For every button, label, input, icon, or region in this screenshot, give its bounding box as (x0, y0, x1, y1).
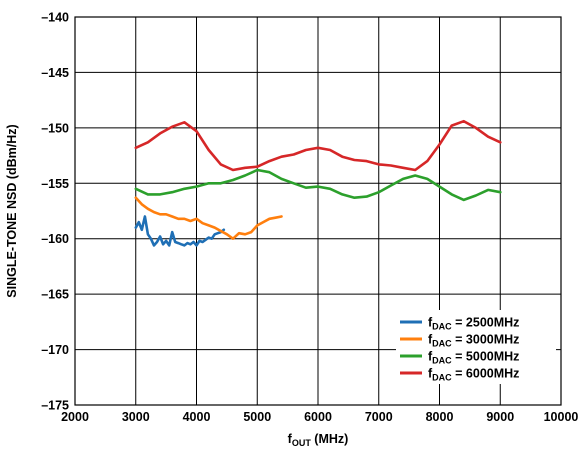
y-tick-label: –140 (41, 11, 69, 25)
y-tick-label: –165 (41, 288, 69, 302)
x-tick-labels: 2000 3000 4000 5000 6000 7000 8000 9000 10000 (61, 410, 578, 424)
x-tick-label: 2000 (61, 410, 89, 424)
y-tick-label: –155 (41, 177, 69, 191)
legend-background (396, 310, 556, 384)
y-tick-label: –150 (41, 121, 69, 135)
legend-label-4: fDAC = 6000MHz (428, 367, 519, 383)
x-axis-label-sub: OUT (292, 438, 312, 448)
series-line-1 (134, 215, 226, 247)
y-tick-label: –145 (41, 66, 69, 80)
y-tick-labels: –140 –145 –150 –155 –160 –165 –170 –175 (41, 11, 69, 413)
plot-frame (74, 16, 562, 406)
legend-label-1: fDAC = 2500MHz (428, 316, 519, 332)
x-axis-label-rest: (MHz) (311, 432, 349, 446)
x-tick-label: 8000 (426, 410, 454, 424)
x-tick-label: 6000 (304, 410, 332, 424)
x-tick-label: 5000 (243, 410, 271, 424)
series-line-3 (134, 168, 502, 202)
legend-label-2: fDAC = 3000MHz (428, 333, 519, 349)
legend-label-3: fDAC = 5000MHz (428, 350, 519, 366)
series-layer (134, 119, 502, 247)
y-tick-label: –160 (41, 232, 69, 246)
x-axis-label: fOUT (MHz) (288, 432, 349, 448)
x-axis-label-main: f (288, 432, 293, 446)
x-tick-label: 9000 (486, 410, 514, 424)
series-line-4 (134, 119, 502, 172)
x-tick-label: 4000 (183, 410, 211, 424)
y-axis-label: SINGLE-TONE NSD (dBm/Hz) (5, 124, 19, 297)
y-tick-label: –175 (41, 399, 69, 413)
x-tick-label: 3000 (122, 410, 150, 424)
series-line-2 (134, 196, 283, 240)
y-tick-label: –170 (41, 343, 69, 357)
x-tick-label: 10000 (544, 410, 579, 424)
x-tick-label: 7000 (365, 410, 393, 424)
